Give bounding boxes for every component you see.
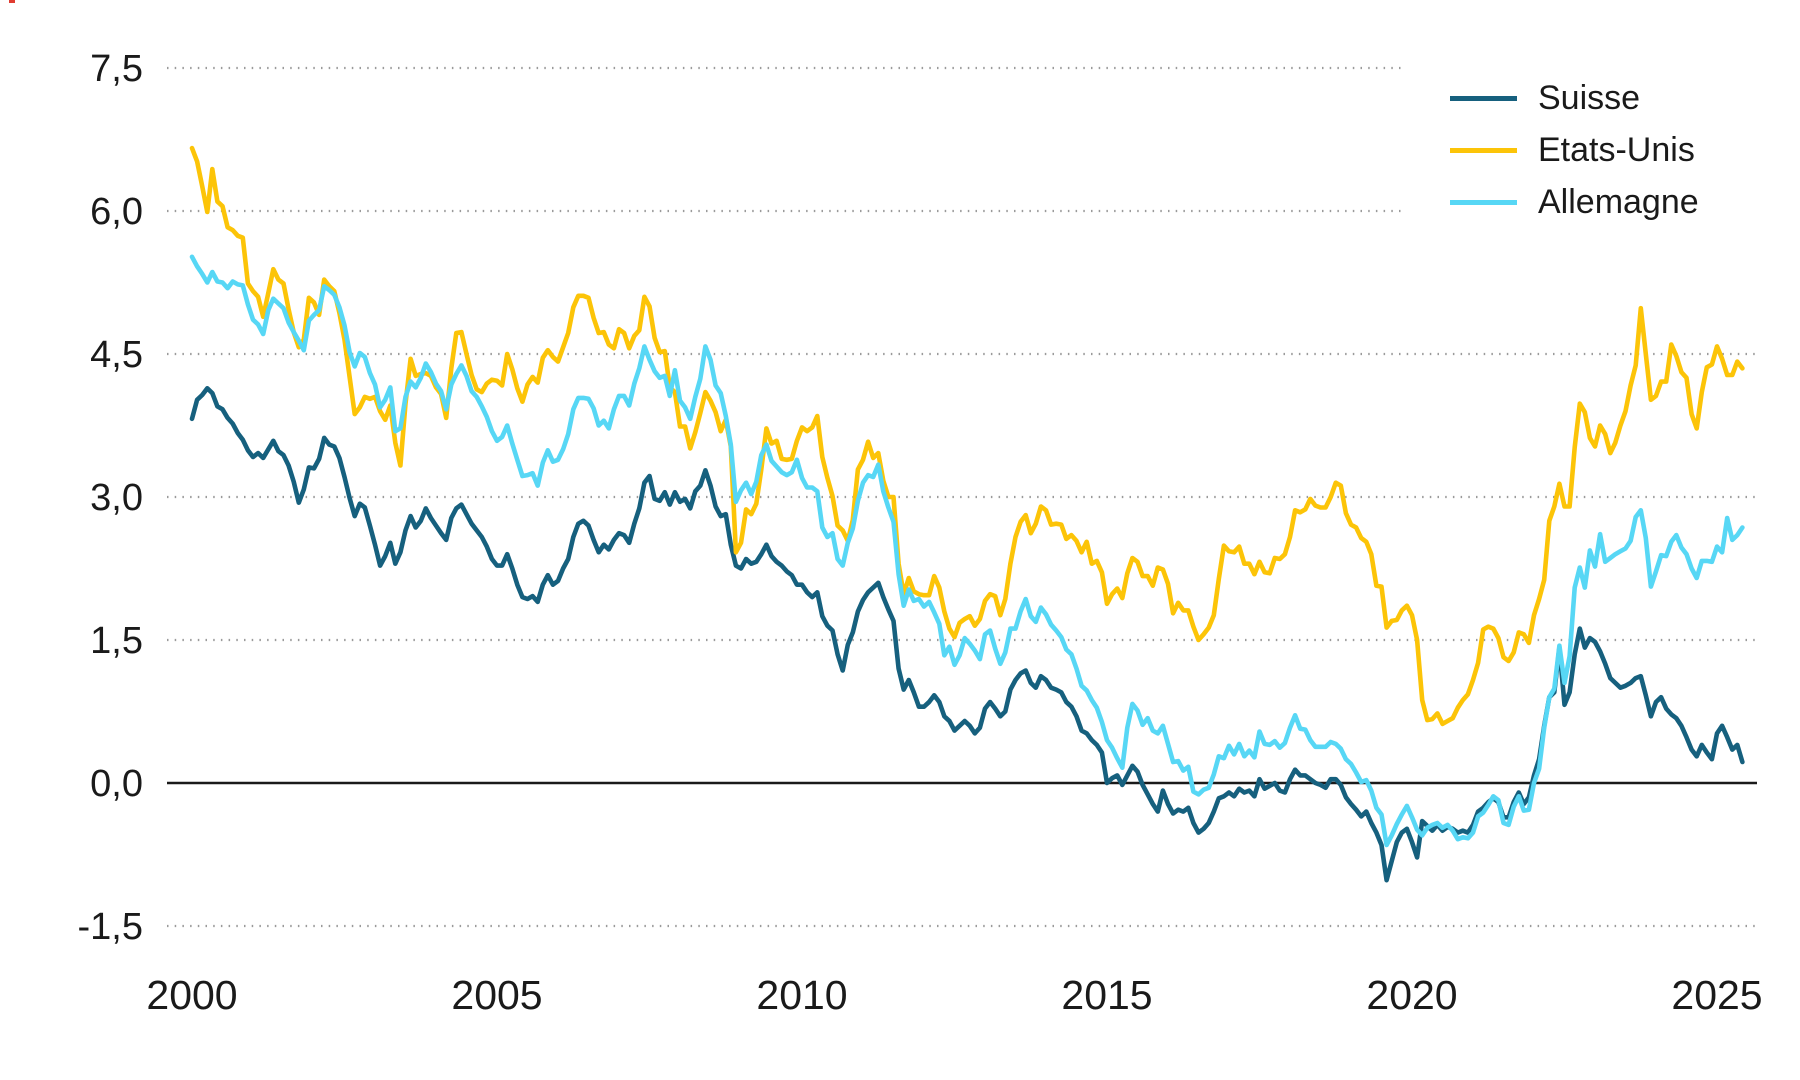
- series-line-allemagne: [189, 254, 1745, 848]
- series-line-etats-unis: [189, 145, 1745, 727]
- legend-label-etats-unis: Etats-Unis: [1538, 131, 1695, 169]
- legend-item-etats-unis: Etats-Unis: [1450, 124, 1699, 176]
- allemagne-line-swatch: [1450, 199, 1517, 205]
- legend-label-allemagne: Allemagne: [1538, 183, 1699, 221]
- x-tick-label: 2000: [146, 972, 237, 1018]
- y-tick-label: 4,5: [90, 334, 143, 376]
- series-line-suisse: [189, 385, 1745, 883]
- y-tick-label: 6,0: [90, 191, 143, 233]
- legend-item-suisse: Suisse: [1450, 72, 1699, 124]
- y-tick-label: 1,5: [90, 620, 143, 662]
- suisse-line-swatch: [1450, 95, 1517, 101]
- x-tick-label: 2005: [451, 972, 542, 1018]
- x-tick-label: 2015: [1061, 972, 1152, 1018]
- y-tick-label: 0,0: [90, 763, 143, 805]
- x-tick-label: 2020: [1366, 972, 1457, 1018]
- legend: Suisse Etats-Unis Allemagne: [1450, 72, 1699, 228]
- etats-unis-line-swatch: [1450, 147, 1517, 153]
- y-tick-label: 3,0: [90, 477, 143, 519]
- x-tick-label: 2010: [756, 972, 847, 1018]
- y-tick-label: -1,5: [78, 906, 143, 948]
- legend-item-allemagne: Allemagne: [1450, 176, 1699, 228]
- legend-label-suisse: Suisse: [1538, 79, 1641, 117]
- x-tick-label: 2025: [1671, 972, 1762, 1018]
- y-tick-label: 7,5: [90, 48, 143, 90]
- screen-artifact-dot: [9, 0, 15, 3]
